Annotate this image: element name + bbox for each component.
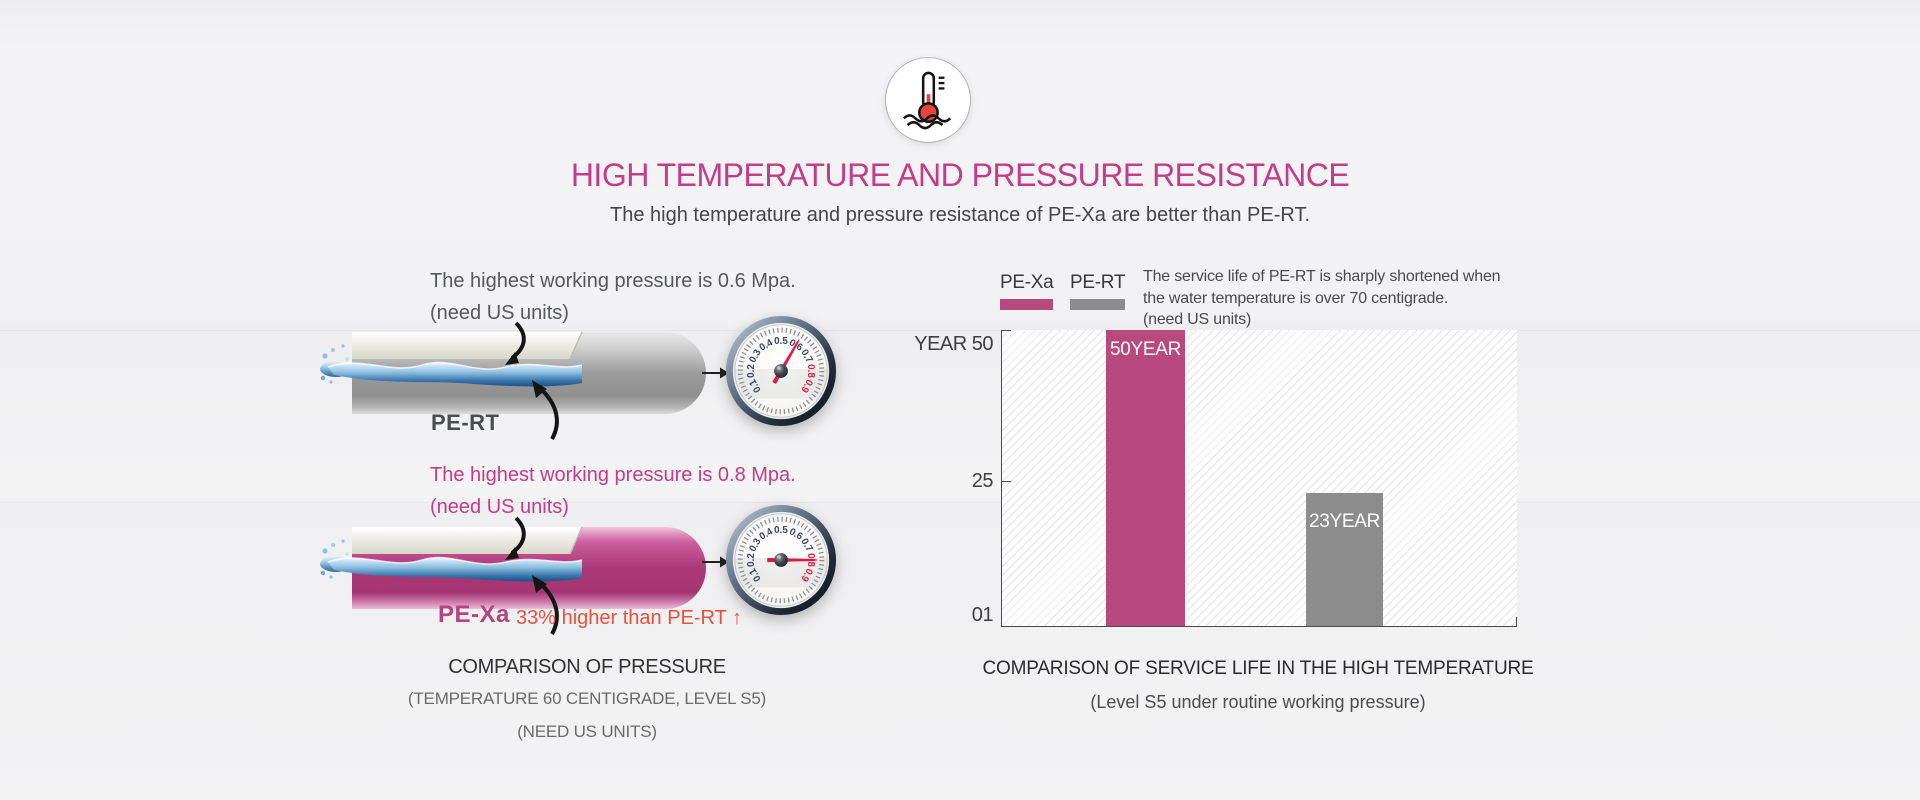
legend-swatch-pert bbox=[1070, 299, 1125, 310]
chart-description-line: the water temperature is over 70 centigr… bbox=[1143, 289, 1449, 307]
thermometer-water-icon bbox=[885, 57, 971, 143]
pexa-pressure-text: The highest working pressure is 0.8 Mpa. bbox=[430, 464, 796, 486]
pressure-caption: COMPARISON OF PRESSURE bbox=[448, 656, 726, 678]
bar-pert: 23YEAR bbox=[1306, 493, 1383, 626]
service-life-caption: COMPARISON OF SERVICE LIFE IN THE HIGH T… bbox=[982, 658, 1534, 679]
background-band-line bbox=[0, 502, 1920, 503]
flow-arrow-icon bbox=[702, 367, 729, 379]
y-axis-label-01: 01 bbox=[971, 604, 994, 626]
pipe-cutaway bbox=[352, 527, 582, 554]
callout-arrow-top bbox=[505, 516, 526, 560]
callout-arrow-top bbox=[505, 321, 526, 365]
legend-label-pert: PE-RT bbox=[1070, 272, 1126, 293]
chart-description-line: The service life of PE-RT is sharply sho… bbox=[1143, 268, 1501, 285]
callout-arrow-bottom bbox=[532, 380, 559, 440]
bar-pexa-value-label: 50YEAR bbox=[1109, 339, 1182, 360]
page-subtitle: The high temperature and pressure resist… bbox=[610, 204, 1310, 226]
callout-arrow-bottom bbox=[532, 575, 559, 635]
water-stream bbox=[320, 344, 583, 387]
pressure-gauge-pert: 0.1 0.2 0.3 0.4 0.5 0.6 0.7 0.8 0.9 bbox=[725, 315, 837, 427]
svg-text:0.2: 0.2 bbox=[746, 364, 757, 378]
water-stream bbox=[320, 539, 583, 582]
service-life-bar-chart: 50YEAR 23YEAR bbox=[1001, 330, 1517, 627]
pressure-subcaption-1: (TEMPERATURE 60 CENTIGRADE, LEVEL S5) bbox=[407, 689, 767, 708]
thermometer-glyph bbox=[902, 71, 952, 130]
pert-pressure-text: The highest working pressure is 0.6 Mpa. bbox=[430, 270, 796, 292]
pert-units-text: (need US units) bbox=[430, 302, 569, 324]
pexa-pipe-label: PE-Xa bbox=[438, 601, 510, 628]
chart-description: The service life of PE-RT is sharply sho… bbox=[1143, 266, 1563, 331]
page-title: HIGH TEMPERATURE AND PRESSURE RESISTANCE bbox=[570, 157, 1350, 193]
y-axis-label-50: YEAR 50 bbox=[914, 333, 993, 355]
pressure-gauge-pexa: 0.1 0.2 0.3 0.4 0.5 0.6 0.7 0.8 0.9 bbox=[725, 504, 837, 616]
chart-description-line: (need US units) bbox=[1143, 311, 1252, 328]
y-axis-label-25: 25 bbox=[971, 470, 994, 492]
flow-arrow-icon bbox=[702, 556, 729, 568]
legend-label-pexa: PE-Xa bbox=[1000, 272, 1054, 293]
pexa-note: 33% higher than PE-RT ↑ bbox=[516, 607, 743, 629]
service-life-subcaption: (Level S5 under routine working pressure… bbox=[1090, 692, 1426, 712]
pexa-pipe-illustration bbox=[320, 506, 720, 661]
bar-pert-value-label: 23YEAR bbox=[1308, 511, 1381, 533]
legend-swatch-pexa bbox=[1000, 299, 1053, 310]
pert-pipe-label: PE-RT bbox=[431, 410, 500, 435]
pipe-cutaway bbox=[352, 332, 582, 359]
background-band-line bbox=[0, 330, 1920, 331]
svg-text:0.5: 0.5 bbox=[774, 336, 788, 347]
svg-text:0.8: 0.8 bbox=[805, 364, 816, 378]
bar-pexa: 50YEAR bbox=[1106, 330, 1185, 626]
pexa-units-text: (need US units) bbox=[430, 496, 569, 518]
pressure-subcaption-2: (NEED US UNITS) bbox=[517, 722, 657, 741]
svg-text:0.5: 0.5 bbox=[774, 525, 788, 536]
svg-text:0.2: 0.2 bbox=[746, 553, 757, 567]
pert-pipe-illustration bbox=[320, 311, 720, 466]
